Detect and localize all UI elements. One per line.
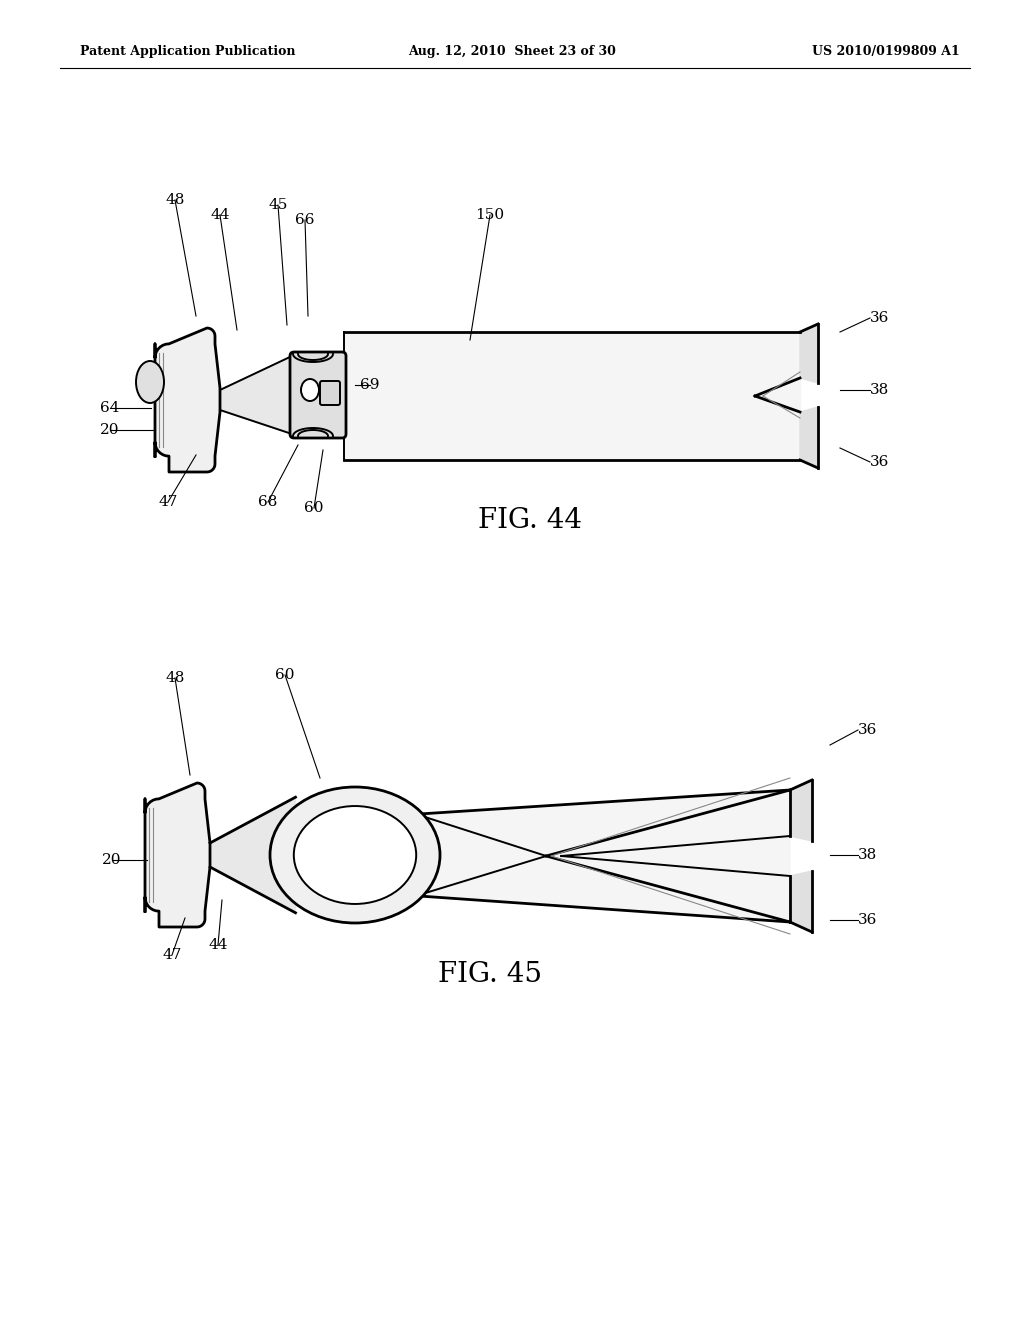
Text: 36: 36 [870, 455, 890, 469]
Text: 150: 150 [475, 209, 505, 222]
FancyBboxPatch shape [319, 381, 340, 405]
Text: 38: 38 [870, 383, 889, 397]
Text: FIG. 44: FIG. 44 [478, 507, 582, 533]
Text: 60: 60 [275, 668, 295, 682]
Text: Patent Application Publication: Patent Application Publication [80, 45, 296, 58]
Polygon shape [210, 797, 296, 913]
Text: 47: 47 [163, 948, 181, 962]
Text: 48: 48 [165, 193, 184, 207]
Text: 44: 44 [208, 939, 227, 952]
Ellipse shape [136, 360, 164, 403]
Text: 47: 47 [159, 495, 178, 510]
Polygon shape [800, 407, 818, 469]
Text: 36: 36 [870, 312, 890, 325]
Text: 20: 20 [102, 853, 122, 867]
Text: 64: 64 [100, 401, 120, 414]
Text: 38: 38 [858, 847, 878, 862]
Polygon shape [344, 333, 800, 459]
Text: 36: 36 [858, 913, 878, 927]
Text: 66: 66 [295, 213, 314, 227]
Text: 48: 48 [165, 671, 184, 685]
Text: 60: 60 [304, 502, 324, 515]
Text: 45: 45 [268, 198, 288, 213]
Polygon shape [416, 789, 790, 921]
Polygon shape [145, 783, 210, 927]
Text: 68: 68 [258, 495, 278, 510]
Text: FIG. 45: FIG. 45 [438, 961, 542, 989]
Polygon shape [790, 871, 812, 932]
Text: Aug. 12, 2010  Sheet 23 of 30: Aug. 12, 2010 Sheet 23 of 30 [408, 45, 616, 58]
Polygon shape [790, 780, 812, 841]
Ellipse shape [294, 807, 416, 904]
Text: 36: 36 [858, 723, 878, 737]
Text: 44: 44 [210, 209, 229, 222]
Polygon shape [155, 327, 220, 473]
Text: 20: 20 [100, 422, 120, 437]
Ellipse shape [301, 379, 319, 401]
Text: US 2010/0199809 A1: US 2010/0199809 A1 [812, 45, 961, 58]
Text: 69: 69 [360, 378, 380, 392]
Ellipse shape [270, 787, 440, 923]
Polygon shape [800, 323, 818, 383]
FancyBboxPatch shape [290, 352, 346, 438]
Polygon shape [220, 356, 292, 434]
